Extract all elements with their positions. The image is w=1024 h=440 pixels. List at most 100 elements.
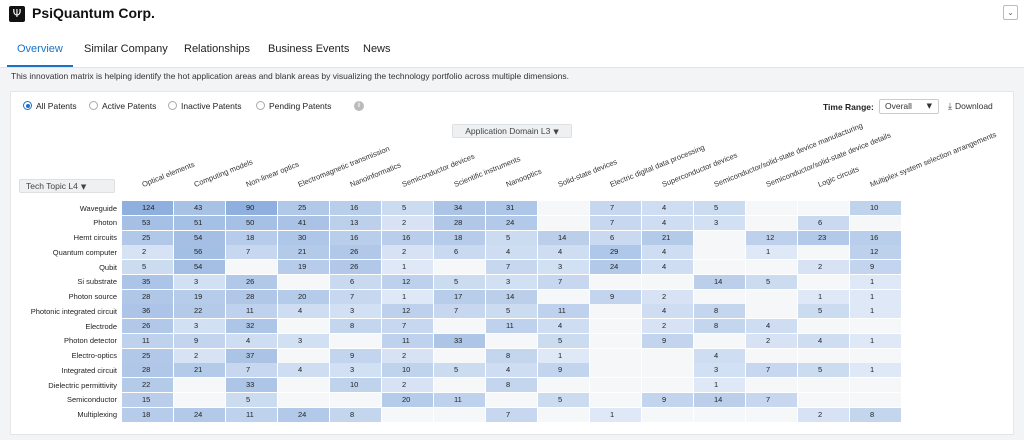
matrix-cell[interactable]: 90 [226, 201, 277, 215]
matrix-cell[interactable]: 5 [798, 363, 849, 377]
matrix-cell[interactable]: 19 [278, 260, 329, 274]
matrix-cell[interactable]: 28 [226, 290, 277, 304]
matrix-cell[interactable]: 5 [434, 363, 485, 377]
matrix-cell[interactable]: 7 [538, 275, 589, 289]
chevron-down-icon[interactable]: ⌄ [1003, 5, 1018, 20]
matrix-cell[interactable]: 7 [746, 393, 797, 407]
matrix-cell[interactable]: 28 [122, 363, 173, 377]
matrix-cell[interactable]: 8 [330, 408, 381, 422]
matrix-cell[interactable]: 10 [850, 201, 901, 215]
matrix-cell[interactable]: 6 [434, 245, 485, 259]
matrix-cell[interactable]: 3 [694, 216, 745, 230]
matrix-cell[interactable]: 8 [486, 349, 537, 363]
matrix-cell[interactable]: 3 [174, 319, 225, 333]
matrix-cell[interactable]: 37 [226, 349, 277, 363]
matrix-cell[interactable]: 6 [590, 231, 641, 245]
matrix-cell[interactable]: 20 [382, 393, 433, 407]
matrix-cell[interactable]: 41 [278, 216, 329, 230]
matrix-cell[interactable]: 2 [382, 245, 433, 259]
matrix-cell[interactable]: 1 [850, 334, 901, 348]
matrix-cell[interactable]: 7 [330, 290, 381, 304]
matrix-cell[interactable]: 11 [538, 304, 589, 318]
matrix-cell[interactable]: 1 [850, 290, 901, 304]
matrix-cell[interactable]: 26 [122, 319, 173, 333]
matrix-cell[interactable]: 19 [174, 290, 225, 304]
matrix-cell[interactable]: 24 [486, 216, 537, 230]
matrix-cell[interactable]: 2 [798, 408, 849, 422]
matrix-cell[interactable]: 1 [746, 245, 797, 259]
matrix-cell[interactable]: 9 [642, 393, 693, 407]
matrix-cell[interactable]: 22 [174, 304, 225, 318]
matrix-cell[interactable]: 5 [382, 201, 433, 215]
matrix-cell[interactable]: 21 [642, 231, 693, 245]
matrix-cell[interactable]: 4 [278, 363, 329, 377]
matrix-cell[interactable]: 2 [122, 245, 173, 259]
matrix-cell[interactable]: 1 [382, 260, 433, 274]
matrix-cell[interactable]: 14 [694, 275, 745, 289]
matrix-cell[interactable]: 14 [486, 290, 537, 304]
matrix-cell[interactable]: 21 [174, 363, 225, 377]
matrix-cell[interactable]: 7 [486, 260, 537, 274]
matrix-cell[interactable]: 1 [590, 408, 641, 422]
matrix-cell[interactable]: 1 [850, 275, 901, 289]
matrix-cell[interactable]: 54 [174, 231, 225, 245]
matrix-cell[interactable]: 7 [590, 201, 641, 215]
matrix-cell[interactable]: 1 [382, 290, 433, 304]
matrix-cell[interactable]: 28 [434, 216, 485, 230]
matrix-cell[interactable]: 1 [850, 363, 901, 377]
matrix-cell[interactable]: 4 [486, 363, 537, 377]
matrix-cell[interactable]: 51 [174, 216, 225, 230]
matrix-cell[interactable]: 7 [746, 363, 797, 377]
matrix-cell[interactable]: 4 [642, 216, 693, 230]
matrix-cell[interactable]: 11 [226, 304, 277, 318]
matrix-cell[interactable]: 7 [486, 408, 537, 422]
matrix-cell[interactable]: 25 [122, 349, 173, 363]
matrix-cell[interactable]: 13 [330, 216, 381, 230]
matrix-cell[interactable]: 26 [226, 275, 277, 289]
matrix-cell[interactable]: 7 [434, 304, 485, 318]
matrix-cell[interactable]: 24 [174, 408, 225, 422]
matrix-cell[interactable]: 33 [434, 334, 485, 348]
tab-similar-company[interactable]: Similar Company [84, 43, 168, 55]
matrix-cell[interactable]: 2 [382, 349, 433, 363]
matrix-cell[interactable]: 11 [434, 393, 485, 407]
matrix-cell[interactable]: 4 [746, 319, 797, 333]
matrix-cell[interactable]: 4 [538, 319, 589, 333]
matrix-cell[interactable]: 7 [226, 363, 277, 377]
matrix-cell[interactable]: 6 [798, 216, 849, 230]
matrix-cell[interactable]: 10 [382, 363, 433, 377]
matrix-cell[interactable]: 4 [538, 245, 589, 259]
matrix-cell[interactable]: 14 [538, 231, 589, 245]
matrix-cell[interactable]: 3 [486, 275, 537, 289]
matrix-cell[interactable]: 1 [850, 304, 901, 318]
matrix-cell[interactable]: 12 [746, 231, 797, 245]
matrix-cell[interactable]: 53 [122, 216, 173, 230]
matrix-cell[interactable]: 5 [486, 231, 537, 245]
matrix-cell[interactable]: 2 [642, 319, 693, 333]
matrix-cell[interactable]: 11 [382, 334, 433, 348]
matrix-cell[interactable]: 6 [330, 275, 381, 289]
matrix-cell[interactable]: 34 [434, 201, 485, 215]
matrix-cell[interactable]: 4 [642, 304, 693, 318]
matrix-cell[interactable]: 7 [590, 216, 641, 230]
matrix-cell[interactable]: 16 [382, 231, 433, 245]
matrix-cell[interactable]: 24 [278, 408, 329, 422]
matrix-cell[interactable]: 9 [642, 334, 693, 348]
matrix-cell[interactable]: 4 [642, 201, 693, 215]
matrix-cell[interactable]: 4 [694, 349, 745, 363]
matrix-cell[interactable]: 35 [122, 275, 173, 289]
matrix-cell[interactable]: 22 [122, 378, 173, 392]
matrix-cell[interactable]: 2 [642, 290, 693, 304]
matrix-cell[interactable]: 50 [226, 216, 277, 230]
matrix-cell[interactable]: 56 [174, 245, 225, 259]
matrix-cell[interactable]: 4 [798, 334, 849, 348]
matrix-cell[interactable]: 4 [226, 334, 277, 348]
matrix-cell[interactable]: 5 [694, 201, 745, 215]
matrix-cell[interactable]: 8 [694, 319, 745, 333]
matrix-cell[interactable]: 2 [382, 216, 433, 230]
matrix-cell[interactable]: 16 [330, 231, 381, 245]
matrix-cell[interactable]: 1 [694, 378, 745, 392]
matrix-cell[interactable]: 26 [330, 245, 381, 259]
matrix-cell[interactable]: 9 [174, 334, 225, 348]
tab-relationships[interactable]: Relationships [184, 43, 250, 55]
